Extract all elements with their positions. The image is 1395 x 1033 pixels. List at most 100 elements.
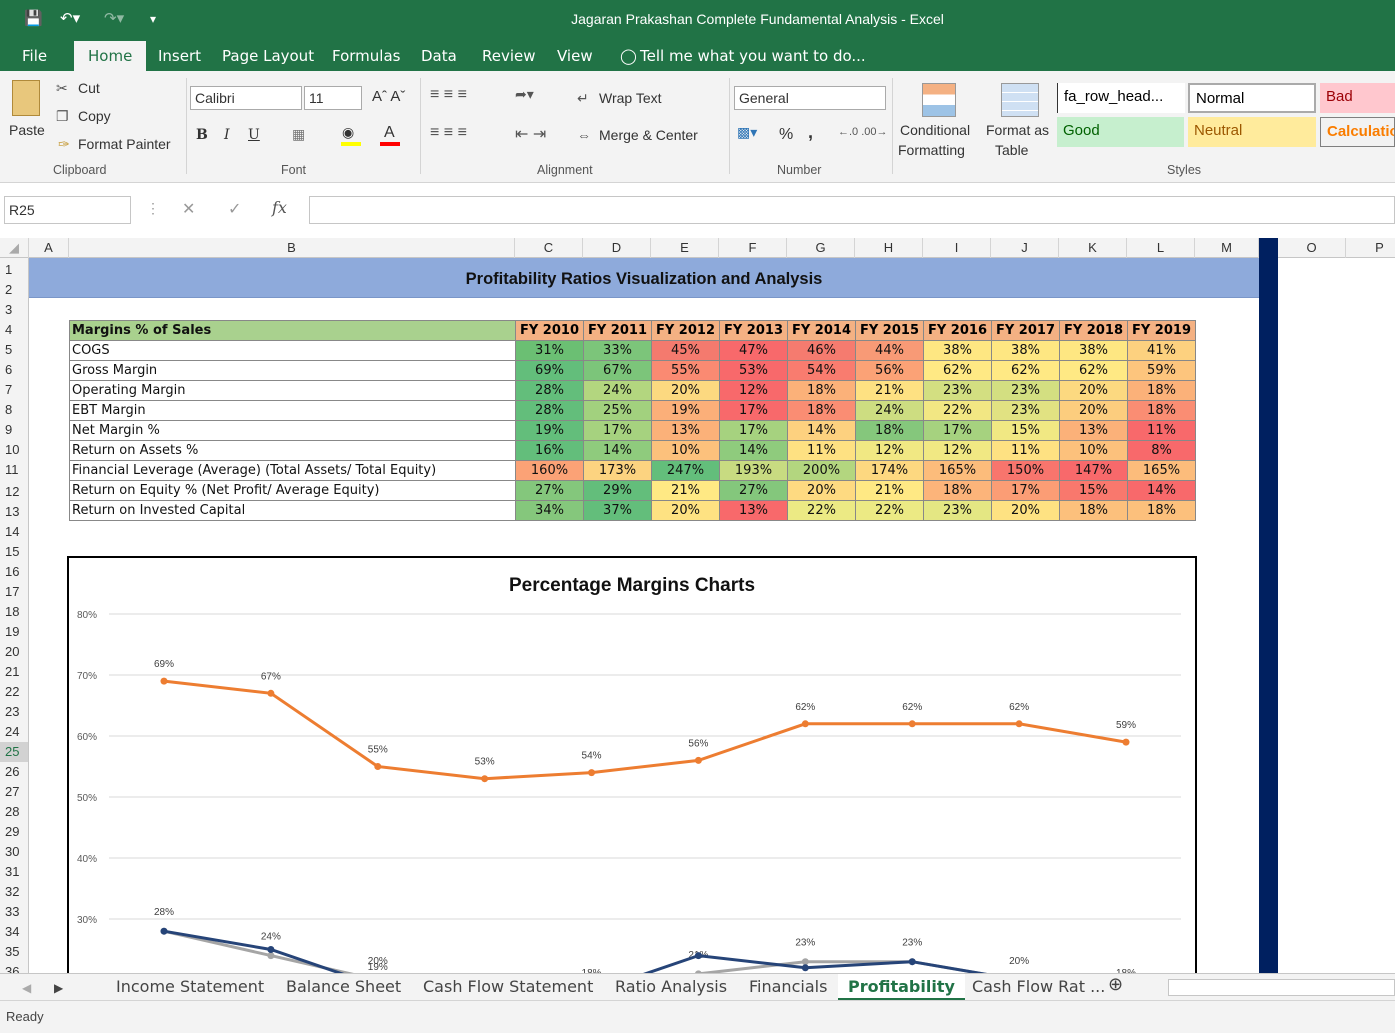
row-header[interactable]: 31: [5, 864, 20, 879]
value-cell[interactable]: 174%: [855, 460, 924, 481]
value-cell[interactable]: 12%: [923, 440, 992, 461]
row-label[interactable]: Financial Leverage (Average) (Total Asse…: [69, 460, 516, 481]
year-header[interactable]: FY 2011: [583, 320, 652, 341]
row-header[interactable]: 8: [5, 402, 13, 417]
row-header[interactable]: 23: [5, 704, 20, 719]
value-cell[interactable]: 15%: [1059, 480, 1128, 501]
row-header[interactable]: 6: [5, 362, 13, 377]
row-header[interactable]: 28: [5, 804, 20, 819]
sheet-tab-financials[interactable]: Financials: [749, 977, 828, 996]
row-header[interactable]: 17: [5, 584, 20, 599]
tab-data[interactable]: Data: [421, 47, 457, 65]
bold-button[interactable]: B: [196, 127, 208, 143]
value-cell[interactable]: 20%: [991, 500, 1060, 521]
value-cell[interactable]: 44%: [855, 340, 924, 361]
orientation-icon[interactable]: ➦▾: [515, 86, 534, 102]
year-header[interactable]: FY 2017: [991, 320, 1060, 341]
value-cell[interactable]: 34%: [515, 500, 584, 521]
value-cell[interactable]: 10%: [1059, 440, 1128, 461]
row-header[interactable]: 3: [5, 302, 13, 317]
value-cell[interactable]: 59%: [1127, 360, 1196, 381]
fill-color-icon[interactable]: ◉: [342, 124, 355, 140]
row-header[interactable]: 5: [5, 342, 13, 357]
column-header[interactable]: A: [29, 238, 69, 258]
row-header[interactable]: 9: [5, 422, 13, 437]
format-table-line2[interactable]: Table: [995, 142, 1029, 158]
value-cell[interactable]: 22%: [787, 500, 856, 521]
value-cell[interactable]: 24%: [583, 380, 652, 401]
value-cell[interactable]: 55%: [651, 360, 720, 381]
value-cell[interactable]: 18%: [855, 420, 924, 441]
value-cell[interactable]: 18%: [923, 480, 992, 501]
formula-input[interactable]: [309, 196, 1395, 224]
grow-font-icon[interactable]: Aˆ Aˇ: [372, 88, 406, 105]
value-cell[interactable]: 27%: [515, 480, 584, 501]
value-cell[interactable]: 13%: [651, 420, 720, 441]
value-cell[interactable]: 200%: [787, 460, 856, 481]
tab-formulas[interactable]: Formulas: [332, 47, 401, 65]
value-cell[interactable]: 13%: [719, 500, 788, 521]
value-cell[interactable]: 150%: [991, 460, 1060, 481]
value-cell[interactable]: 24%: [855, 400, 924, 421]
row-header[interactable]: 4: [5, 322, 13, 337]
row-label[interactable]: Operating Margin: [69, 380, 516, 401]
value-cell[interactable]: 17%: [991, 480, 1060, 501]
value-cell[interactable]: 23%: [991, 400, 1060, 421]
value-cell[interactable]: 11%: [991, 440, 1060, 461]
name-box[interactable]: R25: [4, 196, 131, 224]
year-header[interactable]: FY 2010: [515, 320, 584, 341]
row-header[interactable]: 35: [5, 944, 20, 959]
merge-center-button[interactable]: Merge & Center: [599, 127, 698, 143]
value-cell[interactable]: 8%: [1127, 440, 1196, 461]
row-header[interactable]: 24: [5, 724, 20, 739]
number-format-combo[interactable]: General: [734, 86, 886, 110]
row-header[interactable]: 10: [5, 442, 20, 457]
row-label[interactable]: Gross Margin: [69, 360, 516, 381]
cut-button[interactable]: Cut: [78, 80, 100, 96]
value-cell[interactable]: 62%: [1059, 360, 1128, 381]
value-cell[interactable]: 21%: [855, 480, 924, 501]
tab-review[interactable]: Review: [482, 47, 536, 65]
value-cell[interactable]: 28%: [515, 400, 584, 421]
value-cell[interactable]: 33%: [583, 340, 652, 361]
add-sheet-icon[interactable]: ⊕: [1108, 974, 1124, 995]
value-cell[interactable]: 247%: [651, 460, 720, 481]
sheet-tab-cash-flow-ratios[interactable]: Cash Flow Rat ...: [972, 977, 1106, 996]
value-cell[interactable]: 54%: [787, 360, 856, 381]
paste-button[interactable]: Paste: [9, 122, 45, 138]
year-header[interactable]: FY 2012: [651, 320, 720, 341]
align-top-icon[interactable]: ≡ ≡ ≡: [430, 86, 467, 103]
value-cell[interactable]: 13%: [1059, 420, 1128, 441]
year-header[interactable]: FY 2018: [1059, 320, 1128, 341]
year-header[interactable]: FY 2016: [923, 320, 992, 341]
row-header[interactable]: 15: [5, 544, 20, 559]
value-cell[interactable]: 69%: [515, 360, 584, 381]
value-cell[interactable]: 20%: [1059, 400, 1128, 421]
column-header[interactable]: L: [1127, 238, 1195, 258]
tab-file[interactable]: File: [22, 47, 48, 65]
year-header[interactable]: FY 2013: [719, 320, 788, 341]
tell-me-box[interactable]: Tell me what you want to do...: [640, 47, 866, 65]
tab-page-layout[interactable]: Page Layout: [222, 47, 315, 65]
value-cell[interactable]: 23%: [923, 380, 992, 401]
value-cell[interactable]: 18%: [787, 400, 856, 421]
borders-icon[interactable]: ▦: [292, 126, 306, 142]
row-header[interactable]: 22: [5, 684, 20, 699]
row-header[interactable]: 16: [5, 564, 20, 579]
value-cell[interactable]: 11%: [1127, 420, 1196, 441]
value-cell[interactable]: 28%: [515, 380, 584, 401]
style-bad[interactable]: Bad: [1320, 83, 1395, 113]
column-header[interactable]: P: [1346, 238, 1395, 258]
row-header[interactable]: 30: [5, 844, 20, 859]
conditional-formatting-line2[interactable]: Formatting: [898, 142, 965, 158]
row-header[interactable]: 25: [0, 742, 28, 762]
value-cell[interactable]: 165%: [1127, 460, 1196, 481]
format-table-icon[interactable]: [1001, 83, 1039, 117]
style-good[interactable]: Good: [1057, 117, 1184, 147]
decimal-icon[interactable]: ←.0 .00→: [838, 126, 888, 138]
sheet-tab-cash-flow-statement[interactable]: Cash Flow Statement: [423, 977, 594, 996]
row-label[interactable]: Return on Equity % (Net Profit/ Average …: [69, 480, 516, 501]
horizontal-scrollbar[interactable]: [1168, 979, 1395, 996]
underline-button[interactable]: U: [248, 127, 260, 143]
value-cell[interactable]: 14%: [1127, 480, 1196, 501]
